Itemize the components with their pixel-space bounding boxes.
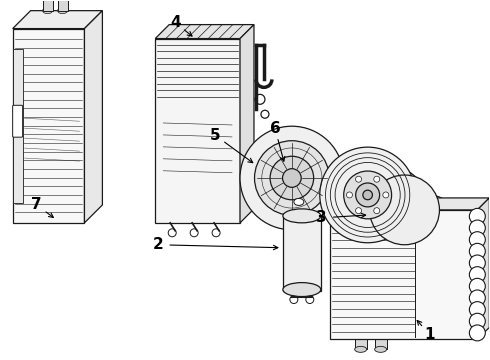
Text: 6: 6 bbox=[270, 121, 280, 136]
Text: 2: 2 bbox=[153, 237, 164, 252]
Ellipse shape bbox=[283, 209, 321, 223]
Circle shape bbox=[374, 208, 380, 214]
Ellipse shape bbox=[43, 8, 52, 14]
FancyBboxPatch shape bbox=[13, 105, 23, 137]
Circle shape bbox=[469, 302, 485, 318]
Text: 1: 1 bbox=[424, 327, 435, 342]
Text: 4: 4 bbox=[170, 15, 180, 30]
Circle shape bbox=[469, 325, 485, 341]
Circle shape bbox=[469, 267, 485, 283]
Circle shape bbox=[346, 192, 352, 198]
Circle shape bbox=[290, 296, 298, 303]
Circle shape bbox=[469, 313, 485, 329]
Circle shape bbox=[320, 147, 416, 243]
Ellipse shape bbox=[375, 346, 387, 352]
Ellipse shape bbox=[294, 198, 304, 206]
Circle shape bbox=[255, 94, 265, 104]
FancyBboxPatch shape bbox=[43, 0, 52, 11]
Circle shape bbox=[387, 193, 422, 227]
Circle shape bbox=[369, 175, 440, 245]
Bar bbox=[13, 49, 23, 203]
Text: 7: 7 bbox=[31, 197, 42, 212]
Polygon shape bbox=[477, 198, 490, 339]
Circle shape bbox=[343, 171, 392, 219]
Circle shape bbox=[363, 190, 372, 200]
Circle shape bbox=[212, 229, 220, 237]
Circle shape bbox=[190, 229, 198, 237]
Bar bbox=[155, 39, 240, 223]
FancyBboxPatch shape bbox=[57, 0, 68, 11]
Bar bbox=[355, 339, 367, 349]
Bar bbox=[13, 28, 84, 223]
Circle shape bbox=[469, 290, 485, 306]
Circle shape bbox=[397, 202, 412, 217]
Text: 3: 3 bbox=[317, 210, 327, 225]
Polygon shape bbox=[240, 24, 254, 223]
Circle shape bbox=[356, 208, 362, 214]
Circle shape bbox=[469, 243, 485, 259]
Polygon shape bbox=[155, 24, 254, 39]
Circle shape bbox=[383, 192, 389, 198]
Polygon shape bbox=[13, 11, 102, 28]
Circle shape bbox=[469, 278, 485, 294]
Circle shape bbox=[270, 156, 314, 200]
Circle shape bbox=[306, 296, 314, 303]
Polygon shape bbox=[84, 11, 102, 223]
Circle shape bbox=[374, 176, 380, 182]
Bar bbox=[283, 216, 321, 291]
Circle shape bbox=[469, 208, 485, 224]
Bar bbox=[375, 339, 387, 349]
Circle shape bbox=[469, 220, 485, 236]
Circle shape bbox=[240, 126, 343, 230]
Ellipse shape bbox=[283, 283, 321, 297]
Circle shape bbox=[356, 183, 380, 207]
Circle shape bbox=[469, 255, 485, 271]
Circle shape bbox=[168, 229, 176, 237]
Circle shape bbox=[261, 110, 269, 118]
Text: 5: 5 bbox=[210, 128, 220, 143]
Bar bbox=[330, 210, 477, 339]
Polygon shape bbox=[330, 198, 490, 210]
Circle shape bbox=[356, 176, 362, 182]
Ellipse shape bbox=[355, 346, 367, 352]
Circle shape bbox=[469, 232, 485, 248]
Ellipse shape bbox=[57, 8, 68, 14]
Circle shape bbox=[254, 141, 329, 215]
Circle shape bbox=[283, 169, 301, 187]
